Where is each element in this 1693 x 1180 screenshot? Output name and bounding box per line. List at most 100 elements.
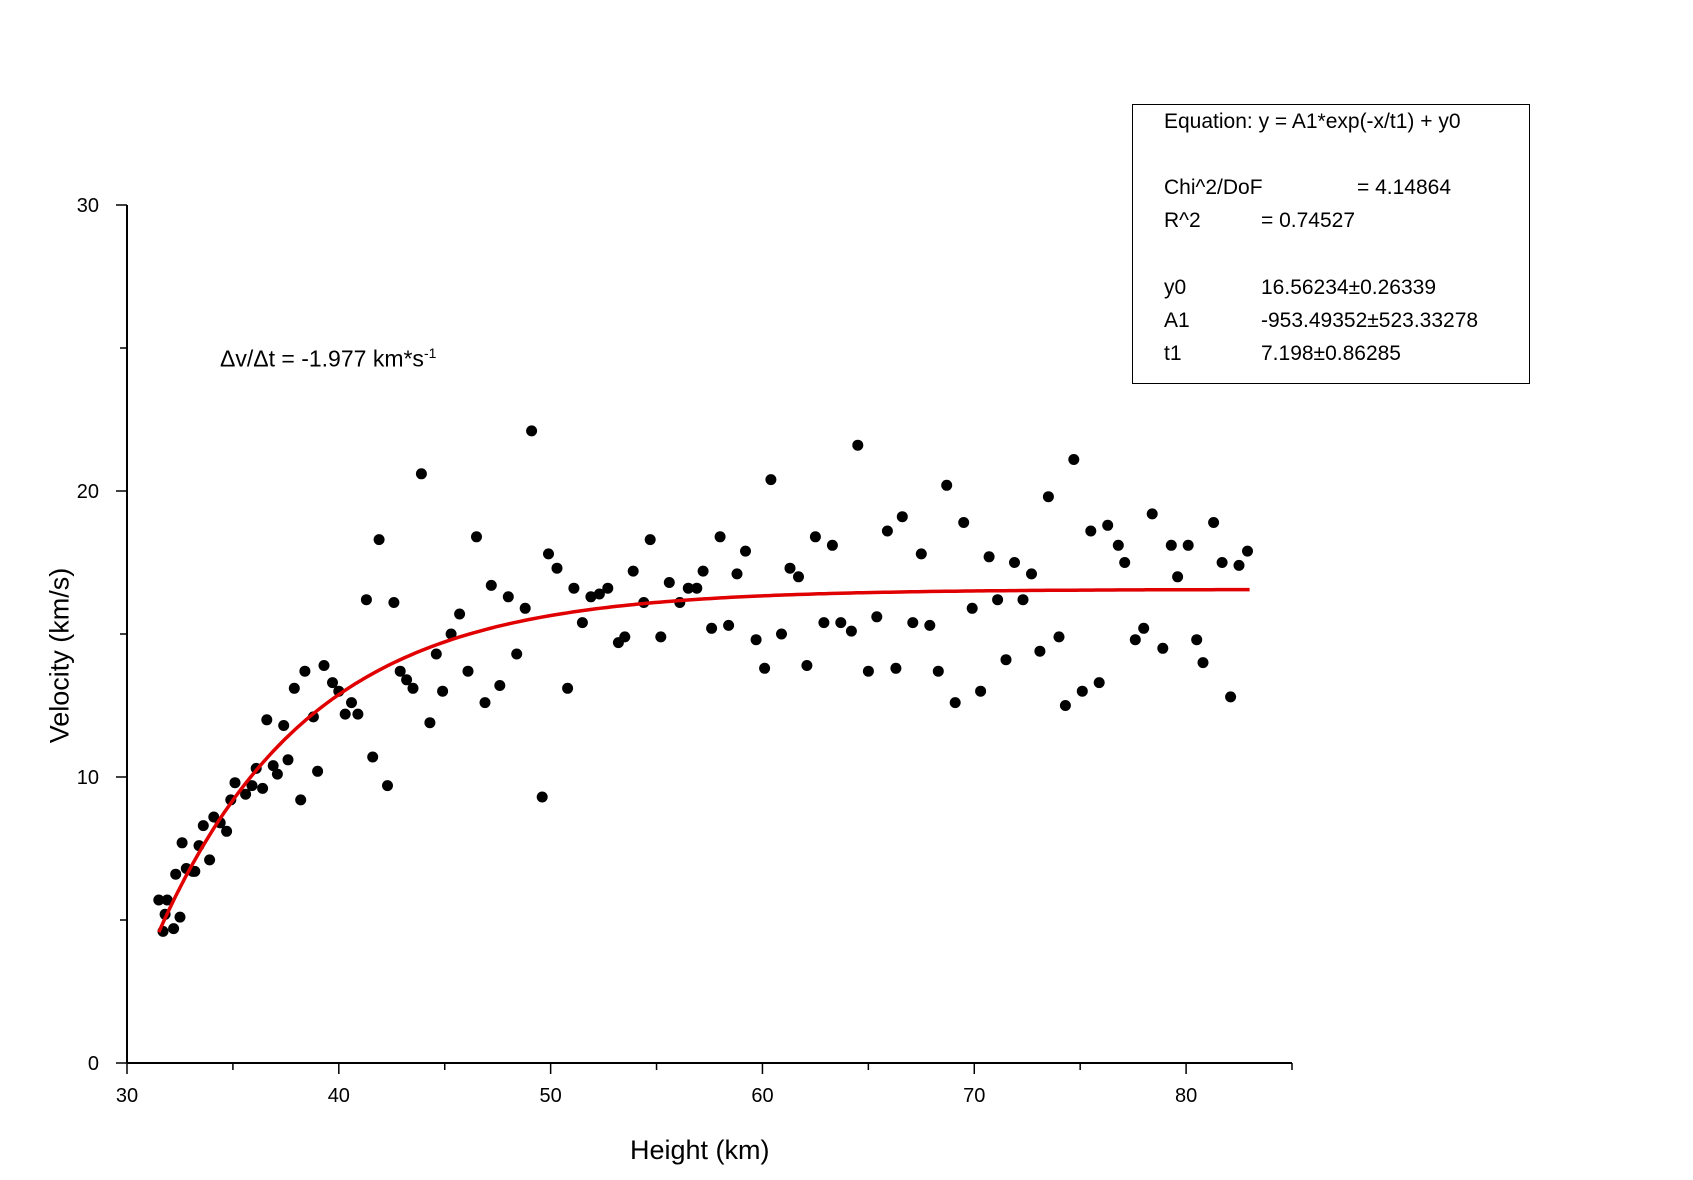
- fit-value-a1: -953.49352±523.33278: [1261, 309, 1479, 332]
- fit-results-box: Equation: y = A1*exp(-x/t1) + y0 Chi^2/D…: [1132, 104, 1530, 384]
- data-point: [793, 571, 804, 583]
- data-point: [1093, 677, 1105, 689]
- data-point: [562, 682, 574, 694]
- data-point: [1208, 517, 1220, 528]
- axes: [126, 205, 1292, 1064]
- data-point: [170, 868, 182, 880]
- data-point: [388, 597, 400, 608]
- data-point: [1182, 539, 1194, 551]
- data-point: [714, 531, 726, 543]
- data-point: [593, 588, 605, 600]
- data-point: [809, 531, 821, 543]
- data-point: [907, 617, 919, 629]
- data-point: [759, 662, 771, 674]
- data-point: [776, 628, 787, 640]
- data-point: [551, 562, 563, 574]
- data-point: [627, 565, 639, 577]
- y-axis-label: Velocity (km/s): [44, 567, 75, 744]
- data-point: [278, 720, 290, 731]
- data-point: [1059, 700, 1071, 711]
- data-point: [915, 548, 927, 560]
- data-point: [526, 425, 538, 437]
- slope-annotation: Δv/Δt = -1.977 km*s-1: [220, 345, 436, 373]
- data-point: [415, 468, 427, 480]
- data-point: [394, 665, 406, 677]
- data-point: [924, 619, 936, 631]
- data-point: [1129, 634, 1141, 646]
- data-point: [663, 577, 675, 588]
- data-point: [494, 680, 506, 691]
- data-point: [1076, 685, 1088, 697]
- data-point: [1000, 654, 1012, 666]
- data-points: [153, 425, 1253, 937]
- data-point: [881, 525, 893, 537]
- fit-curve-group: [157, 587, 1250, 933]
- data-point: [655, 631, 667, 643]
- data-point: [373, 534, 385, 546]
- x-tick-label: 40: [328, 1085, 350, 1107]
- data-point: [197, 820, 209, 832]
- data-point: [339, 708, 351, 720]
- data-point: [619, 631, 631, 643]
- data-point: [644, 534, 656, 546]
- data-point: [502, 591, 514, 603]
- data-point: [826, 539, 838, 551]
- data-point: [1157, 642, 1169, 654]
- data-point: [750, 634, 762, 646]
- data-point: [471, 531, 482, 543]
- data-point: [966, 602, 978, 614]
- data-point: [723, 619, 735, 631]
- x-tick-label: 60: [751, 1085, 773, 1107]
- data-point: [479, 697, 491, 709]
- data-point: [941, 479, 953, 491]
- data-point: [784, 562, 796, 574]
- data-point: [1242, 545, 1253, 557]
- data-point: [257, 782, 269, 794]
- data-point: [261, 714, 273, 726]
- data-point: [168, 923, 180, 935]
- data-point: [691, 582, 703, 594]
- data-point: [246, 780, 258, 792]
- data-point: [1112, 539, 1124, 551]
- data-point: [862, 665, 874, 677]
- data-point: [835, 617, 847, 629]
- data-point: [229, 777, 241, 789]
- data-point: [576, 617, 588, 629]
- data-point: [299, 665, 311, 677]
- data-point: [1165, 539, 1177, 551]
- data-point: [818, 617, 830, 629]
- data-point: [519, 602, 531, 614]
- fit-value-chi2: = 4.14864: [1357, 176, 1452, 199]
- data-point: [890, 662, 902, 674]
- y-tick-label: 0: [88, 1053, 99, 1075]
- data-point: [932, 665, 944, 677]
- data-point: [511, 648, 523, 660]
- data-point: [485, 579, 497, 591]
- data-point: [1172, 571, 1184, 583]
- data-point: [352, 708, 364, 720]
- fit-label-t1: t1: [1164, 342, 1182, 365]
- data-point: [1053, 631, 1065, 643]
- fit-label-chi2: Chi^2/DoF: [1164, 176, 1263, 199]
- data-point: [1233, 559, 1245, 571]
- x-tick-label: 50: [540, 1085, 562, 1107]
- data-point: [1034, 645, 1046, 657]
- data-point: [295, 794, 307, 806]
- data-point: [1026, 568, 1037, 580]
- data-point: [240, 788, 252, 800]
- data-point: [312, 765, 324, 777]
- data-point: [407, 682, 419, 694]
- data-point: [1146, 508, 1158, 520]
- data-point: [1225, 691, 1237, 703]
- data-point: [1191, 634, 1203, 646]
- data-point: [437, 685, 449, 697]
- data-point: [975, 685, 987, 697]
- data-point: [1216, 557, 1228, 568]
- fit-label-r2: R^2: [1164, 209, 1201, 232]
- data-point: [153, 894, 165, 906]
- data-point: [318, 660, 330, 671]
- data-point: [430, 648, 442, 660]
- data-point: [382, 780, 393, 792]
- data-point: [327, 677, 338, 689]
